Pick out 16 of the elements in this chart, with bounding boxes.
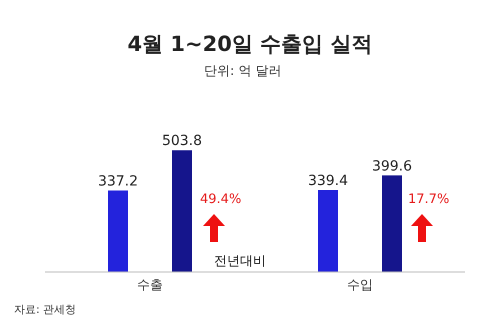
annotation: 전년대비 bbox=[214, 253, 266, 270]
chart-title: 4월 1~20일 수출입 실적 bbox=[126, 31, 374, 58]
bar bbox=[172, 150, 192, 272]
chart-subtitle: 단위: 억 달러 bbox=[204, 63, 282, 80]
bar bbox=[382, 175, 402, 272]
data-label: 339.4 bbox=[308, 172, 348, 189]
text: 자료: 관세청 bbox=[14, 302, 76, 317]
x-tick-label: 수출 bbox=[137, 278, 163, 294]
x-tick-label: 수입 bbox=[347, 278, 373, 294]
data-label: 337.2 bbox=[98, 173, 138, 190]
annotation: 17.7% bbox=[408, 192, 450, 207]
annotation: 49.4% bbox=[200, 192, 242, 207]
data-label: 503.8 bbox=[162, 133, 202, 150]
data-label: 399.6 bbox=[372, 158, 412, 174]
bar bbox=[108, 190, 128, 272]
bar bbox=[318, 190, 338, 272]
